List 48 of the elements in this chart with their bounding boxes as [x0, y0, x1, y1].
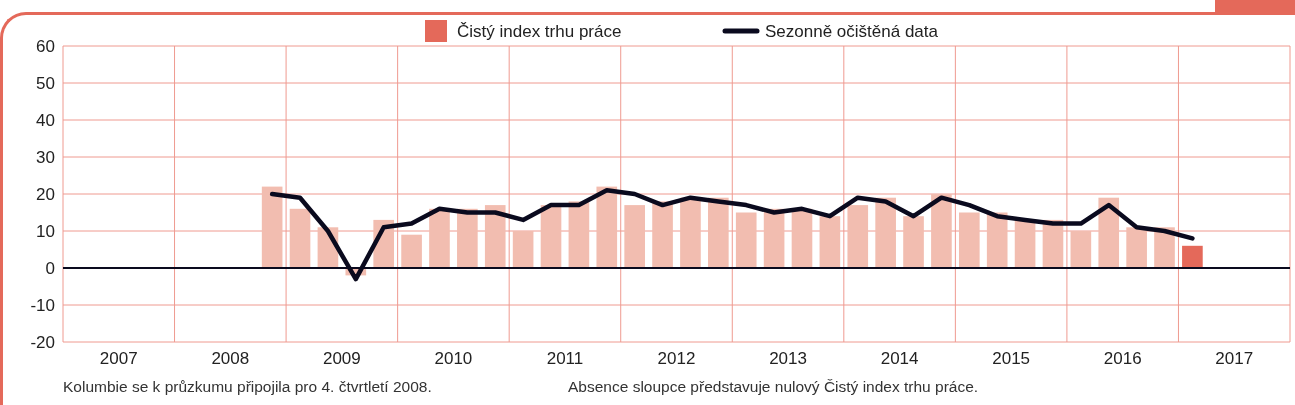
bar: [1182, 245, 1203, 268]
x-tick-label: 2008: [211, 349, 250, 368]
bar: [735, 212, 757, 268]
bar: [289, 208, 311, 268]
x-tick-label: 2016: [1103, 349, 1142, 368]
y-tick-label: 0: [45, 258, 55, 278]
bar: [903, 216, 924, 268]
y-tick-label: 10: [36, 221, 55, 241]
bar: [568, 201, 590, 268]
bar: [401, 234, 422, 268]
y-tick-label: -20: [30, 332, 55, 352]
y-tick-label: 50: [36, 73, 55, 93]
x-tick-label: 2010: [434, 349, 473, 368]
x-tick-label: 2012: [657, 349, 696, 368]
bar: [261, 186, 283, 268]
y-tick-label: -10: [30, 295, 55, 315]
legend-label: Sezonně očištěná data: [765, 21, 939, 41]
bar: [652, 201, 673, 268]
y-tick-label: 60: [36, 36, 55, 56]
x-tick-label: 2017: [1215, 349, 1254, 368]
x-tick-label: 2009: [322, 349, 361, 368]
y-tick-label: 30: [36, 147, 55, 167]
x-tick-label: 2013: [769, 349, 807, 368]
y-tick-label: 20: [36, 184, 55, 204]
bar: [1014, 219, 1036, 268]
y-tick-label: 40: [36, 110, 55, 130]
bar: [1070, 231, 1092, 268]
bar: [708, 197, 729, 268]
bar: [680, 197, 701, 268]
text: Kolumbie se k průzkumu připojila pro 4. čtvrtletí 2008.: [63, 378, 432, 395]
bar: [1126, 227, 1147, 268]
legend-label: Čistý index trhu práce: [457, 21, 622, 41]
x-tick-label: 2015: [992, 349, 1031, 368]
x-tick-label: 2011: [546, 349, 584, 368]
bar: [540, 205, 562, 268]
bar: [512, 231, 534, 268]
bar: [875, 197, 896, 268]
bar: [596, 186, 618, 268]
text: Absence sloupce představuje nulový Čistý index trhu práce.: [568, 378, 979, 395]
bar: [791, 208, 813, 268]
bar: [624, 205, 645, 268]
bar: [931, 194, 952, 268]
bar: [429, 208, 450, 268]
bar: [819, 216, 841, 268]
x-tick-label: 2007: [99, 349, 138, 368]
bar: [958, 212, 980, 268]
bar: [847, 205, 869, 268]
x-tick-label: 2014: [880, 349, 919, 368]
